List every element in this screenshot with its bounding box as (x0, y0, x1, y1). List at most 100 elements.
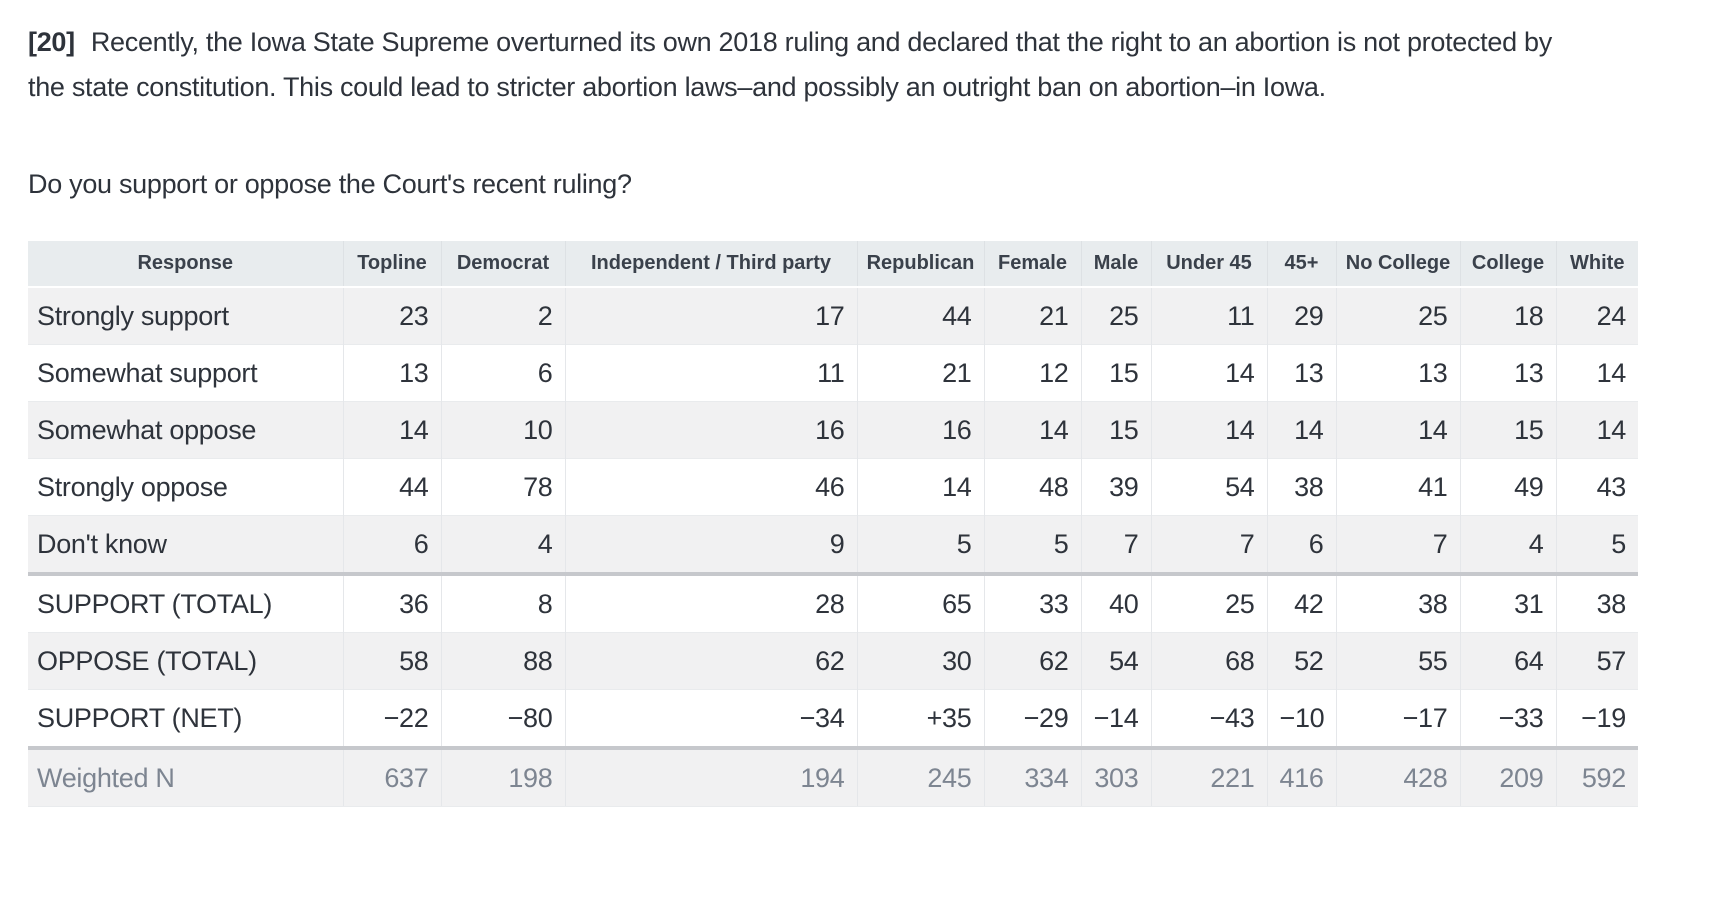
cell: 15 (1459, 401, 1556, 459)
cell: 38 (1266, 458, 1336, 516)
cell: 17 (564, 286, 857, 345)
question-number: [20] (28, 27, 75, 57)
row-label: SUPPORT (TOTAL) (28, 572, 343, 633)
cell: 14 (1335, 401, 1460, 459)
cell: 38 (1555, 572, 1638, 633)
question-prompt: Do you support or oppose the Court's rec… (28, 169, 632, 199)
cell: 15 (1080, 401, 1151, 459)
cell: 18 (1459, 286, 1556, 345)
column-header-response: Response (28, 241, 343, 288)
cell: 14 (1150, 344, 1267, 402)
cell: 23 (342, 286, 441, 345)
cell: 7 (1335, 515, 1460, 574)
cell: 88 (440, 632, 565, 690)
cell: +35 (856, 689, 984, 748)
cell: 24 (1555, 286, 1638, 345)
cell: −80 (440, 689, 565, 748)
cell: 5 (983, 515, 1081, 574)
cell: 68 (1150, 632, 1267, 690)
cell: 64 (1459, 632, 1556, 690)
cell: 31 (1459, 572, 1556, 633)
cell: 209 (1459, 746, 1556, 807)
cell: 13 (1266, 344, 1336, 402)
cell: 48 (983, 458, 1081, 516)
column-header-no-college: No College (1335, 241, 1460, 288)
cell: 57 (1555, 632, 1638, 690)
report-page: [20] Recently, the Iowa State Supreme ove… (28, 20, 1638, 807)
cell: 14 (1555, 344, 1638, 402)
row-label: Weighted N (28, 746, 343, 807)
cell: 14 (1150, 401, 1267, 459)
cell: 44 (342, 458, 441, 516)
cell: 11 (1150, 286, 1267, 345)
cell: 13 (1459, 344, 1556, 402)
cell: 25 (1080, 286, 1151, 345)
cell: 78 (440, 458, 565, 516)
cell: 13 (342, 344, 441, 402)
cell: 39 (1080, 458, 1151, 516)
cell: 9 (564, 515, 857, 574)
cell: 21 (856, 344, 984, 402)
cell: 303 (1080, 746, 1151, 807)
cell: 21 (983, 286, 1081, 345)
column-header-democrat: Democrat (440, 241, 565, 288)
cell: 7 (1080, 515, 1151, 574)
cell: −14 (1080, 689, 1151, 748)
cell: 62 (983, 632, 1081, 690)
cell: −22 (342, 689, 441, 748)
table-row-oppose-total: OPPOSE (TOTAL) 58 88 62 30 62 54 68 52 5… (28, 632, 1638, 690)
column-header-college: College (1459, 241, 1556, 288)
table-row-support-net: SUPPORT (NET) −22 −80 −34 +35 −29 −14 −4… (28, 689, 1638, 748)
cell: 58 (342, 632, 441, 690)
cell: 30 (856, 632, 984, 690)
cell: 36 (342, 572, 441, 633)
table-row-somewhat-support: Somewhat support 13 6 11 21 12 15 14 13 … (28, 344, 1638, 402)
cell: 46 (564, 458, 857, 516)
cell: 194 (564, 746, 857, 807)
column-header-male: Male (1080, 241, 1151, 288)
cell: −33 (1459, 689, 1556, 748)
cell: 7 (1150, 515, 1267, 574)
cell: 14 (342, 401, 441, 459)
table-row-weighted-n: Weighted N 637 198 194 245 334 303 221 4… (28, 746, 1638, 807)
cell: −43 (1150, 689, 1267, 748)
cell: 5 (856, 515, 984, 574)
row-label: SUPPORT (NET) (28, 689, 343, 748)
cell: 14 (856, 458, 984, 516)
cell: 40 (1080, 572, 1151, 633)
cell: 25 (1150, 572, 1267, 633)
cell: 2 (440, 286, 565, 345)
cell: 29 (1266, 286, 1336, 345)
column-header-topline: Topline (342, 241, 441, 288)
cell: 6 (342, 515, 441, 574)
cell: 14 (1266, 401, 1336, 459)
row-label: Somewhat support (28, 344, 343, 402)
cell: 8 (440, 572, 565, 633)
cell: 42 (1266, 572, 1336, 633)
cell: 428 (1335, 746, 1460, 807)
header-row: Response Topline Democrat Independent / … (28, 241, 1638, 288)
cell: 198 (440, 746, 565, 807)
cell: 592 (1555, 746, 1638, 807)
question-text: [20] Recently, the Iowa State Supreme ove… (28, 20, 1568, 110)
cell: 13 (1335, 344, 1460, 402)
column-header-republican: Republican (856, 241, 984, 288)
cell: 416 (1266, 746, 1336, 807)
row-label: OPPOSE (TOTAL) (28, 632, 343, 690)
cell: 52 (1266, 632, 1336, 690)
cell: 5 (1555, 515, 1638, 574)
row-label: Somewhat oppose (28, 401, 343, 459)
cell: 15 (1080, 344, 1151, 402)
cell: 14 (1555, 401, 1638, 459)
cell: 16 (856, 401, 984, 459)
column-header-female: Female (983, 241, 1081, 288)
cell: 62 (564, 632, 857, 690)
cell: 334 (983, 746, 1081, 807)
cell: −17 (1335, 689, 1460, 748)
table-row-strongly-oppose: Strongly oppose 44 78 46 14 48 39 54 38 … (28, 458, 1638, 516)
cell: 55 (1335, 632, 1460, 690)
cell: 245 (856, 746, 984, 807)
cell: 12 (983, 344, 1081, 402)
cell: 637 (342, 746, 441, 807)
cell: 28 (564, 572, 857, 633)
